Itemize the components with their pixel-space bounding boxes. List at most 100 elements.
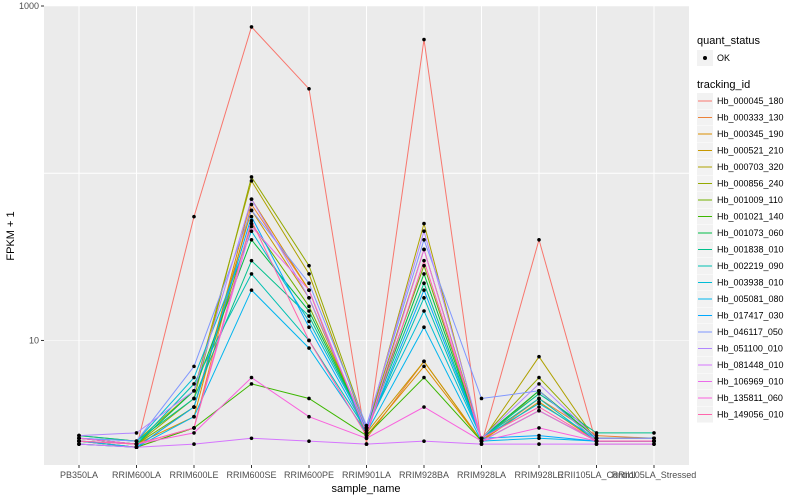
legend-label: Hb_000856_240	[717, 179, 784, 189]
data-point	[192, 405, 196, 409]
data-point	[422, 221, 426, 226]
data-point	[307, 439, 311, 443]
data-point	[249, 175, 254, 179]
data-point	[249, 375, 254, 380]
data-point	[594, 436, 599, 441]
data-point	[364, 428, 369, 433]
data-point	[192, 375, 196, 380]
legend-label: Hb_081448_010	[717, 360, 784, 370]
x-tick-label: RRIM600SE	[226, 470, 276, 480]
data-point	[134, 439, 139, 443]
legend-label: Hb_000703_320	[717, 162, 784, 172]
data-point	[77, 433, 81, 438]
data-point	[594, 439, 599, 443]
data-point	[422, 229, 426, 234]
data-point	[249, 237, 254, 242]
data-point	[249, 272, 254, 276]
y-tick-label: 10	[29, 335, 39, 345]
data-point	[307, 309, 311, 313]
data-point	[249, 202, 254, 207]
legend-label: Hb_002219_090	[717, 261, 784, 271]
legend-label: Hb_001073_060	[717, 228, 784, 238]
legend-label: Hb_005081_080	[717, 294, 784, 304]
data-point	[537, 382, 541, 386]
data-point	[479, 436, 484, 441]
x-axis-title: sample_name	[331, 483, 400, 495]
legend-label: Hb_106969_010	[717, 377, 784, 387]
data-point	[249, 208, 254, 213]
data-point	[249, 25, 254, 29]
data-point	[422, 258, 426, 263]
data-point	[594, 431, 599, 435]
data-point	[594, 433, 599, 438]
data-point	[479, 442, 484, 446]
data-point	[192, 396, 196, 401]
data-point	[422, 375, 426, 380]
x-tick-label: RRII105LA_Control	[557, 470, 635, 480]
legend-label: Hb_149056_010	[717, 410, 784, 420]
x-tick-label: RRIM600LA	[112, 470, 161, 480]
data-point	[364, 436, 369, 441]
data-point	[77, 442, 81, 446]
legend-label: Hb_001838_010	[717, 245, 784, 255]
data-point	[594, 442, 599, 446]
data-point	[249, 229, 254, 234]
data-point	[192, 364, 196, 369]
data-point	[422, 37, 426, 42]
data-point	[249, 224, 254, 229]
data-point	[307, 304, 311, 309]
data-point	[537, 442, 541, 446]
data-point	[249, 221, 254, 226]
data-point	[134, 442, 139, 446]
data-point	[249, 382, 254, 386]
data-point	[249, 179, 254, 183]
data-point	[537, 391, 541, 396]
x-tick-label: RRIM901LA	[342, 470, 391, 480]
data-point	[537, 436, 541, 441]
data-point	[422, 309, 426, 313]
data-point	[307, 396, 311, 401]
grid	[44, 5, 689, 465]
data-point	[537, 354, 541, 359]
x-tick-label: RRIM600PE	[284, 470, 334, 480]
data-point	[422, 295, 426, 300]
y-axis-title: FPKM + 1	[5, 211, 17, 260]
data-point	[249, 288, 254, 292]
data-point	[307, 314, 311, 318]
legend-key-point	[703, 56, 707, 60]
data-point	[192, 431, 196, 435]
legend-label: Hb_135811_060	[717, 393, 783, 403]
data-point	[307, 295, 311, 300]
data-point	[364, 442, 369, 446]
legend-label: Hb_001009_110	[717, 195, 783, 205]
legend-label: Hb_000521_210	[717, 146, 784, 156]
data-point	[134, 431, 139, 435]
data-point	[422, 288, 426, 292]
data-point	[652, 431, 656, 435]
data-point	[652, 442, 656, 446]
data-point	[192, 382, 196, 386]
data-points	[77, 25, 656, 449]
data-point	[249, 218, 254, 223]
data-point	[537, 426, 541, 430]
data-point	[537, 375, 541, 380]
data-point	[134, 445, 139, 449]
data-point	[307, 263, 311, 268]
legend-label: Hb_000345_190	[717, 129, 784, 139]
legend-label-ok: OK	[717, 53, 730, 63]
data-point	[537, 433, 541, 438]
data-point	[192, 414, 196, 419]
data-point	[422, 405, 426, 409]
data-point	[422, 263, 426, 268]
x-tick-label: RRII105LA_Stressed	[612, 470, 697, 480]
data-point	[364, 426, 369, 430]
data-point	[249, 436, 254, 441]
data-point	[249, 258, 254, 263]
data-point	[307, 86, 311, 91]
legend-label: Hb_001021_140	[717, 212, 784, 222]
legend-title-quant-status: quant_status	[697, 35, 760, 47]
data-point	[307, 338, 311, 343]
data-point	[537, 237, 541, 242]
data-point	[479, 396, 484, 401]
